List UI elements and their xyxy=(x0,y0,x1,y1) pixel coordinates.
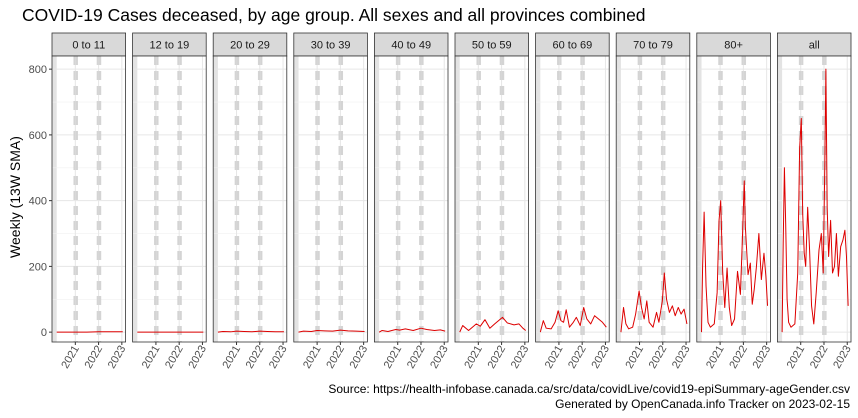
shaded-period xyxy=(213,56,218,342)
facet-strip-label: 30 to 39 xyxy=(311,40,351,52)
panel-background xyxy=(293,56,368,342)
panel-background xyxy=(777,56,851,342)
series-line xyxy=(781,68,849,333)
x-tick-label: 2022 xyxy=(244,344,267,371)
x-tick-label: 2023 xyxy=(186,344,209,371)
panel-border xyxy=(373,55,449,343)
y-tick-label: 600 xyxy=(29,130,47,142)
panel-background xyxy=(455,56,529,342)
facet-strip-label: 0 to 11 xyxy=(72,40,105,52)
x-tick-label: 2021 xyxy=(704,344,727,371)
x-tick-label: 2021 xyxy=(382,344,405,371)
x-tick-label: 2022 xyxy=(727,344,750,371)
facet-strip-label: 40 to 49 xyxy=(391,40,431,52)
x-tick-label: 2023 xyxy=(106,344,129,371)
panel-border xyxy=(51,55,126,343)
facet-strip-label: 50 to 59 xyxy=(472,40,512,52)
facet-strip-label: 60 to 69 xyxy=(553,40,593,52)
series-line xyxy=(459,316,527,333)
panel-border xyxy=(777,55,852,343)
x-tick-label: 2022 xyxy=(83,344,106,371)
generated-caption: Generated by OpenCanada.info Tracker on … xyxy=(555,397,850,411)
panel-background xyxy=(52,56,126,342)
panel-background xyxy=(374,56,448,342)
y-tick-label: 200 xyxy=(29,261,47,273)
x-tick-label: 2022 xyxy=(405,344,428,371)
facet-panel: 50 to 59 2021 2022 2023 xyxy=(454,32,532,371)
x-tick-label: 2021 xyxy=(59,344,82,371)
x-tick-label: 2022 xyxy=(486,344,509,371)
facet-panel: 30 to 39 2021 2022 2023 xyxy=(293,32,371,371)
panel-background xyxy=(696,56,771,342)
panel-border xyxy=(212,55,288,343)
facet-strip-label: all xyxy=(809,40,820,52)
x-tick-label: 2022 xyxy=(647,344,670,371)
facet-panel: 70 to 79 2021 2022 2023 xyxy=(615,32,693,371)
x-tick-label: 2023 xyxy=(831,344,854,371)
x-tick-label: 2023 xyxy=(267,344,290,371)
x-tick-label: 2021 xyxy=(462,344,485,371)
series-line xyxy=(217,330,284,333)
x-tick-label: 2021 xyxy=(140,344,163,371)
shaded-period xyxy=(616,56,621,342)
y-tick-label: 0 xyxy=(41,327,47,339)
shaded-period xyxy=(696,56,702,342)
x-tick-label: 2022 xyxy=(163,344,186,371)
series-line xyxy=(298,329,365,333)
panel-border xyxy=(615,55,691,343)
x-tick-label: 2021 xyxy=(543,344,566,371)
y-tick-label: 800 xyxy=(29,64,47,76)
y-tick-label: 400 xyxy=(29,196,47,208)
x-tick-label: 2022 xyxy=(566,344,589,371)
facet-strip-label: 80+ xyxy=(724,40,743,52)
shaded-period xyxy=(132,56,138,342)
panel-background xyxy=(132,56,207,342)
facet-panel: 40 to 49 2021 2022 2023 xyxy=(373,32,451,371)
facet-strip-label: 70 to 79 xyxy=(633,40,673,52)
facet-strip-label: 12 to 19 xyxy=(150,40,190,52)
shaded-period xyxy=(455,56,460,342)
series-line xyxy=(539,306,607,333)
x-tick-label: 2021 xyxy=(623,344,646,371)
shaded-period xyxy=(777,56,783,342)
x-tick-label: 2021 xyxy=(301,344,324,371)
series-line xyxy=(378,327,446,333)
source-caption: Source: https://health-infobase.canada.c… xyxy=(328,382,850,396)
x-tick-label: 2022 xyxy=(808,344,831,371)
x-tick-label: 2023 xyxy=(509,344,532,371)
series-line xyxy=(620,272,688,333)
panel-background xyxy=(535,56,610,342)
x-tick-label: 2021 xyxy=(785,344,808,371)
x-tick-label: 2023 xyxy=(428,344,451,371)
x-tick-label: 2021 xyxy=(220,344,243,371)
facet-panel: all 2021 2022 2023 xyxy=(777,32,854,371)
panel-background xyxy=(616,56,690,342)
panel-border xyxy=(454,55,529,343)
panel-border xyxy=(293,55,368,343)
shaded-period xyxy=(293,56,299,342)
panel-border xyxy=(132,55,207,343)
shaded-period xyxy=(374,56,380,342)
x-tick-label: 2023 xyxy=(348,344,371,371)
facet-panel: 80+ 2021 2022 2023 xyxy=(696,32,774,371)
facet-panel: 12 to 19 2021 2022 2023 xyxy=(132,32,209,371)
panel-background xyxy=(213,56,287,342)
facet-strip-label: 20 to 29 xyxy=(230,40,270,52)
x-tick-label: 2023 xyxy=(589,344,612,371)
shaded-period xyxy=(535,56,541,342)
panel-border xyxy=(696,55,771,343)
x-tick-label: 2023 xyxy=(670,344,693,371)
shaded-period xyxy=(52,56,57,342)
x-tick-label: 2022 xyxy=(324,344,347,371)
facet-panel: 0 to 11 2021 2022 2023 xyxy=(51,32,129,371)
series-line xyxy=(701,180,769,333)
facet-panel: 60 to 69 2021 2022 2023 xyxy=(535,32,612,371)
panel-border xyxy=(535,55,610,343)
facet-panel: 20 to 29 2021 2022 2023 xyxy=(212,32,290,371)
chart-title: COVID-19 Cases deceased, by age group. A… xyxy=(22,5,646,25)
x-tick-label: 2023 xyxy=(751,344,774,371)
